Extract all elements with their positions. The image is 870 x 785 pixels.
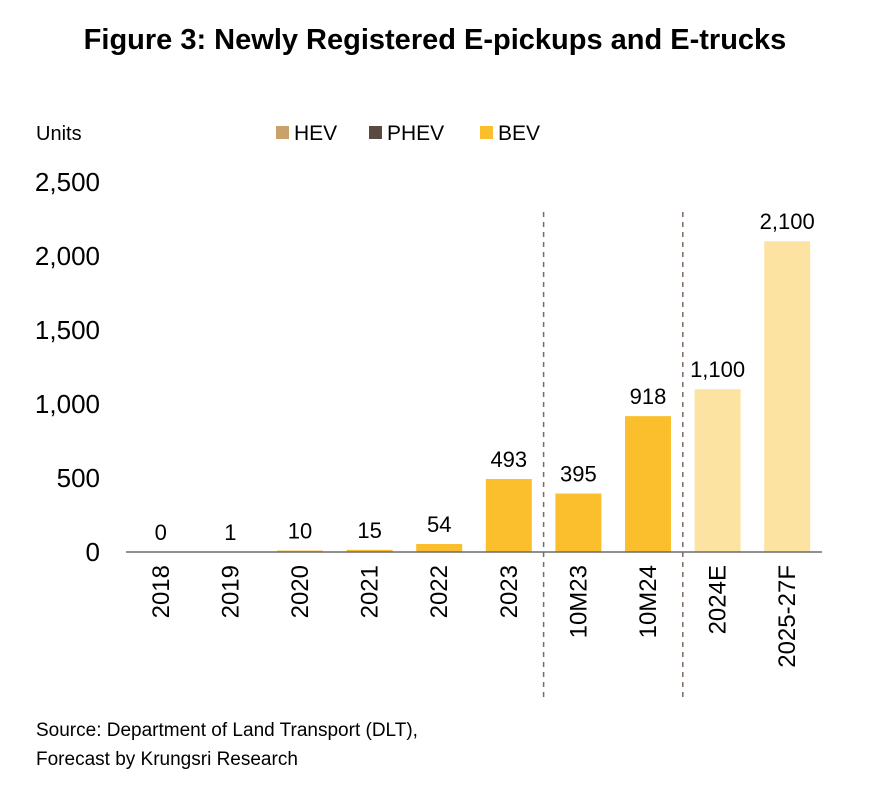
bar-bev-2021	[346, 549, 393, 552]
legend-swatch-bev	[480, 126, 493, 139]
bar-bev-2025-27f	[764, 241, 811, 552]
y-tick-label: 0	[86, 537, 100, 567]
data-label: 918	[630, 384, 667, 409]
x-tick-label: 2020	[287, 565, 314, 618]
bar-bev-10m24	[625, 416, 671, 552]
legend-swatch-hev	[276, 126, 289, 139]
data-label: 0	[155, 520, 167, 545]
data-label: 2,100	[760, 209, 815, 234]
y-tick-label: 1,500	[35, 315, 100, 345]
data-label: 1	[224, 520, 236, 545]
legend-label-phev: PHEV	[387, 122, 444, 145]
legend-swatch-phev	[369, 126, 382, 139]
x-tick-label: 2018	[148, 565, 175, 618]
y-tick-label: 2,000	[35, 241, 100, 271]
chart-title: Figure 3: Newly Registered E-pickups and…	[83, 24, 787, 56]
x-tick-label: 2025-27F	[774, 565, 801, 668]
x-tick-label: 2021	[357, 565, 384, 618]
y-tick-label: 500	[57, 463, 100, 493]
bar-bev-2022	[416, 544, 463, 552]
x-tick-label: 2024E	[705, 565, 732, 634]
bar-bev-10m23	[555, 493, 602, 552]
data-label: 493	[490, 447, 527, 472]
x-tick-label: 10M24	[635, 565, 662, 638]
y-axis-label: Units	[36, 123, 82, 145]
source-note: Source: Department of Land Transport (DL…	[36, 716, 418, 774]
legend-label-hev: HEV	[294, 122, 337, 145]
data-label: 10	[288, 519, 312, 544]
y-tick-label: 1,000	[35, 389, 100, 419]
x-tick-label: 2023	[496, 565, 523, 618]
x-tick-label: 2022	[426, 565, 453, 618]
source-line-1: Source: Department of Land Transport (DL…	[36, 720, 418, 741]
bar-bev-2023	[485, 479, 532, 552]
data-label: 395	[560, 462, 597, 487]
x-tick-label: 10M23	[565, 565, 592, 638]
data-label: 1,100	[690, 357, 745, 382]
data-label: 54	[427, 512, 451, 537]
x-tick-label: 2019	[217, 565, 244, 618]
legend-label-bev: BEV	[498, 122, 540, 145]
data-label: 15	[357, 518, 381, 543]
bar-bev-2024e	[694, 389, 741, 552]
y-tick-label: 2,500	[35, 167, 100, 197]
source-line-2: Forecast by Krungsri Research	[36, 749, 298, 770]
